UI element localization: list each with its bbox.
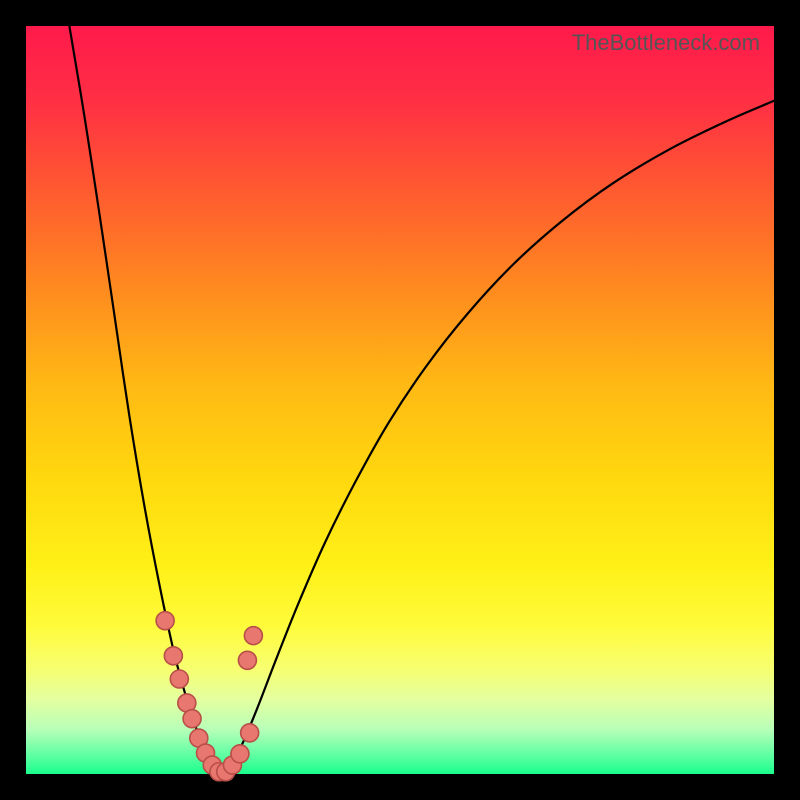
chart-frame: TheBottleneck.com [0,0,800,800]
data-marker [156,612,174,630]
data-marker [170,670,188,688]
watermark-text: TheBottleneck.com [572,30,760,56]
data-marker [238,651,256,669]
data-marker [241,724,259,742]
data-marker [231,745,249,763]
data-marker [164,647,182,665]
plot-area [26,26,774,774]
data-marker [244,627,262,645]
data-marker [183,710,201,728]
curve-layer [26,26,774,774]
marker-group [156,612,262,781]
